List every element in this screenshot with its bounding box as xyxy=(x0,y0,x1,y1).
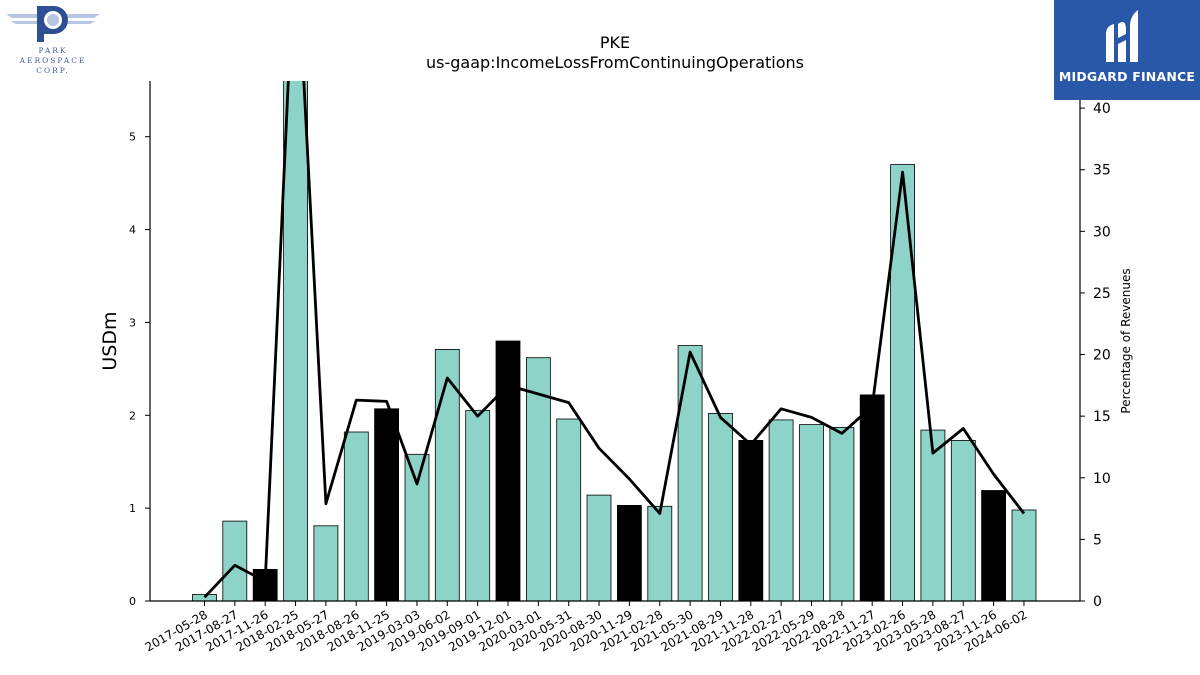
park-logo-line-3: CORP. xyxy=(36,66,70,75)
bar-2017-05-28 xyxy=(192,594,217,601)
series-line xyxy=(203,81,1026,599)
y-tick-label-2: 2 xyxy=(129,409,136,422)
y-tick-label-1: 1 xyxy=(129,502,136,515)
bar-2022-08-28 xyxy=(829,426,855,601)
park-logo-mark xyxy=(6,6,100,42)
bar-2021-11-28 xyxy=(738,439,764,601)
y2-tick-label-25: 25 xyxy=(1093,286,1111,302)
y-tick-label-5: 5 xyxy=(129,131,136,144)
bar-2018-11-25 xyxy=(374,408,400,601)
y2-tick-label-30: 30 xyxy=(1093,224,1111,240)
y2-tick-label-0: 0 xyxy=(1093,594,1102,610)
bar-2020-11-29 xyxy=(617,504,642,601)
bar-2022-05-29 xyxy=(799,424,824,601)
bar-2023-11-26 xyxy=(981,490,1006,601)
y2-tick-label-10: 10 xyxy=(1093,471,1111,487)
bar-2018-08-26 xyxy=(343,431,369,601)
bar-2019-12-01 xyxy=(495,340,521,601)
y-axis-label: USDm xyxy=(99,311,121,370)
bar-2022-02-27 xyxy=(768,419,794,601)
chart-title: PKE xyxy=(600,33,630,52)
midgard-logo-mark xyxy=(1106,10,1138,62)
bar-2019-03-03 xyxy=(404,453,430,601)
y2-tick-label-35: 35 xyxy=(1093,163,1111,179)
y-tick-label-4: 4 xyxy=(129,224,136,237)
bar-2020-03-01 xyxy=(526,357,551,601)
bar-2018-02-25 xyxy=(283,81,309,601)
park-logo-line-2: AEROSPACE xyxy=(19,56,87,65)
bar-2022-11-27 xyxy=(859,394,885,601)
bar-2023-08-27 xyxy=(950,439,976,601)
bar-2017-08-27 xyxy=(222,520,248,601)
bar-2024-06-02 xyxy=(1011,509,1037,601)
bar-2020-08-30 xyxy=(586,494,612,601)
park-logo-line-1: PARK xyxy=(38,46,68,55)
y-tick-label-0: 0 xyxy=(129,595,136,608)
y2-axis-label: Percentage of Revenues xyxy=(1119,268,1133,413)
bar-2018-05-27 xyxy=(313,525,339,601)
bar-2021-02-28 xyxy=(647,505,673,601)
bar-2020-05-31 xyxy=(556,418,582,601)
bar-2023-05-28 xyxy=(920,429,946,601)
line-group xyxy=(203,81,1026,599)
chart-subtitle: us-gaap:IncomeLossFromContinuingOperatio… xyxy=(426,53,804,72)
park-aerospace-logo: PARK AEROSPACE CORP. xyxy=(4,4,102,76)
y2-tick-label-20: 20 xyxy=(1093,348,1111,364)
bar-2019-06-02 xyxy=(434,348,460,601)
bar-2021-08-29 xyxy=(708,412,733,601)
y-tick-label-3: 3 xyxy=(129,316,136,329)
bar-2021-05-30 xyxy=(677,345,703,601)
bar-2019-09-01 xyxy=(465,410,491,601)
y2-tick-label-40: 40 xyxy=(1093,101,1111,117)
y2-tick-label-5: 5 xyxy=(1093,532,1102,548)
bar-group xyxy=(192,81,1037,601)
midgard-logo-text: MIDGARD FINANCE xyxy=(1058,69,1196,84)
midgard-finance-logo: MIDGARD FINANCE xyxy=(1054,0,1200,100)
y2-tick-label-15: 15 xyxy=(1093,409,1111,425)
